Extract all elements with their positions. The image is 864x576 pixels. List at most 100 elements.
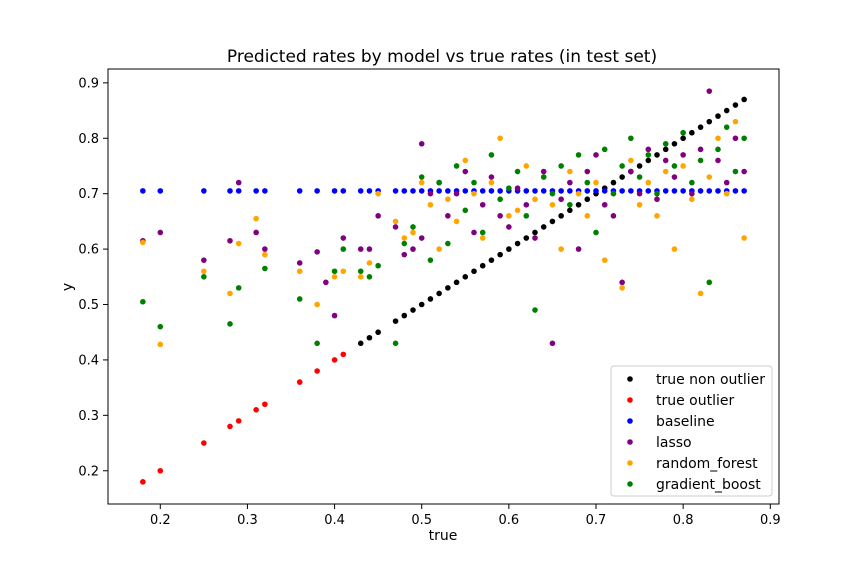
data-point <box>392 218 399 225</box>
plot-frame <box>107 68 780 505</box>
data-point <box>575 246 582 252</box>
data-point <box>410 246 416 252</box>
data-point <box>340 351 347 358</box>
x-tick-label: 0.6 <box>499 513 520 528</box>
y-tick-label: 0.5 <box>78 298 99 313</box>
data-point <box>392 188 399 194</box>
data-point <box>471 179 477 186</box>
data-point <box>523 213 530 219</box>
data-point <box>532 196 538 203</box>
data-point <box>532 188 538 194</box>
data-point <box>479 235 486 241</box>
data-point <box>680 163 686 169</box>
data-point <box>253 406 259 413</box>
data-point <box>366 260 373 266</box>
data-point <box>689 129 695 136</box>
data-point <box>741 96 747 103</box>
y-tick-label: 0.9 <box>78 76 99 91</box>
data-point <box>636 201 643 208</box>
data-point <box>497 196 503 203</box>
data-point <box>732 188 739 194</box>
data-point <box>532 235 538 241</box>
legend-label: random_forest <box>656 456 758 472</box>
data-point <box>418 235 425 241</box>
data-point <box>201 440 207 446</box>
data-point <box>410 229 416 236</box>
data-point <box>479 262 486 269</box>
data-point <box>636 190 643 197</box>
data-point <box>575 152 582 158</box>
data-point <box>201 268 207 275</box>
data-point <box>706 118 713 125</box>
data-point <box>366 246 373 252</box>
data-point <box>523 235 530 241</box>
series-lasso <box>140 88 747 347</box>
data-point <box>427 296 434 302</box>
data-point <box>471 268 477 275</box>
data-point <box>462 274 469 280</box>
data-point <box>619 174 625 180</box>
data-point <box>741 168 747 175</box>
x-tick-label: 0.8 <box>673 513 694 528</box>
data-point <box>540 224 547 230</box>
data-point <box>610 213 617 219</box>
legend-label: true non outlier <box>656 372 765 388</box>
series-true-non-outlier <box>357 96 747 347</box>
data-point <box>157 229 164 236</box>
data-point <box>201 274 207 280</box>
chart-title: Predicted rates by model vs true rates (… <box>227 47 657 67</box>
data-point <box>706 174 713 180</box>
data-point <box>575 190 582 197</box>
data-point <box>558 246 564 252</box>
y-axis-label: y <box>60 283 76 291</box>
data-point <box>262 188 268 194</box>
data-point <box>593 152 599 158</box>
data-point <box>558 163 564 169</box>
data-point <box>479 188 486 194</box>
data-point <box>523 163 530 169</box>
data-point <box>357 188 364 194</box>
data-point <box>462 207 469 214</box>
data-point <box>296 188 303 194</box>
data-point <box>401 235 408 241</box>
data-point <box>497 251 503 258</box>
data-point <box>296 296 303 302</box>
series-gradient-boost <box>140 124 747 347</box>
x-tick-label: 0.4 <box>324 513 345 528</box>
data-point <box>514 168 521 175</box>
data-point <box>680 135 686 142</box>
data-point <box>680 188 686 194</box>
data-point <box>497 213 503 219</box>
x-tick-label: 0.9 <box>760 513 781 528</box>
data-point <box>715 146 721 153</box>
data-point <box>201 257 207 263</box>
data-point <box>140 188 146 194</box>
data-point <box>540 188 547 194</box>
data-point <box>558 196 564 203</box>
data-point <box>471 190 477 197</box>
data-point <box>471 229 477 236</box>
data-point <box>227 290 233 297</box>
data-point <box>567 168 573 175</box>
data-point <box>593 179 599 186</box>
data-point <box>610 190 617 197</box>
data-point <box>532 307 538 313</box>
data-point <box>357 246 364 252</box>
data-point <box>662 157 669 164</box>
data-point <box>201 188 207 194</box>
data-point <box>140 298 146 305</box>
series-true-outlier <box>140 351 347 485</box>
data-point <box>445 213 451 219</box>
data-point <box>366 274 373 280</box>
data-point <box>375 190 381 197</box>
data-point <box>262 251 268 258</box>
data-point <box>427 190 434 197</box>
y-tick-label: 0.3 <box>78 409 99 424</box>
data-point <box>654 213 660 219</box>
data-point <box>549 340 556 347</box>
data-point <box>462 157 469 164</box>
y-tick-label: 0.7 <box>78 187 99 202</box>
data-point <box>314 301 320 308</box>
data-point <box>253 229 259 236</box>
